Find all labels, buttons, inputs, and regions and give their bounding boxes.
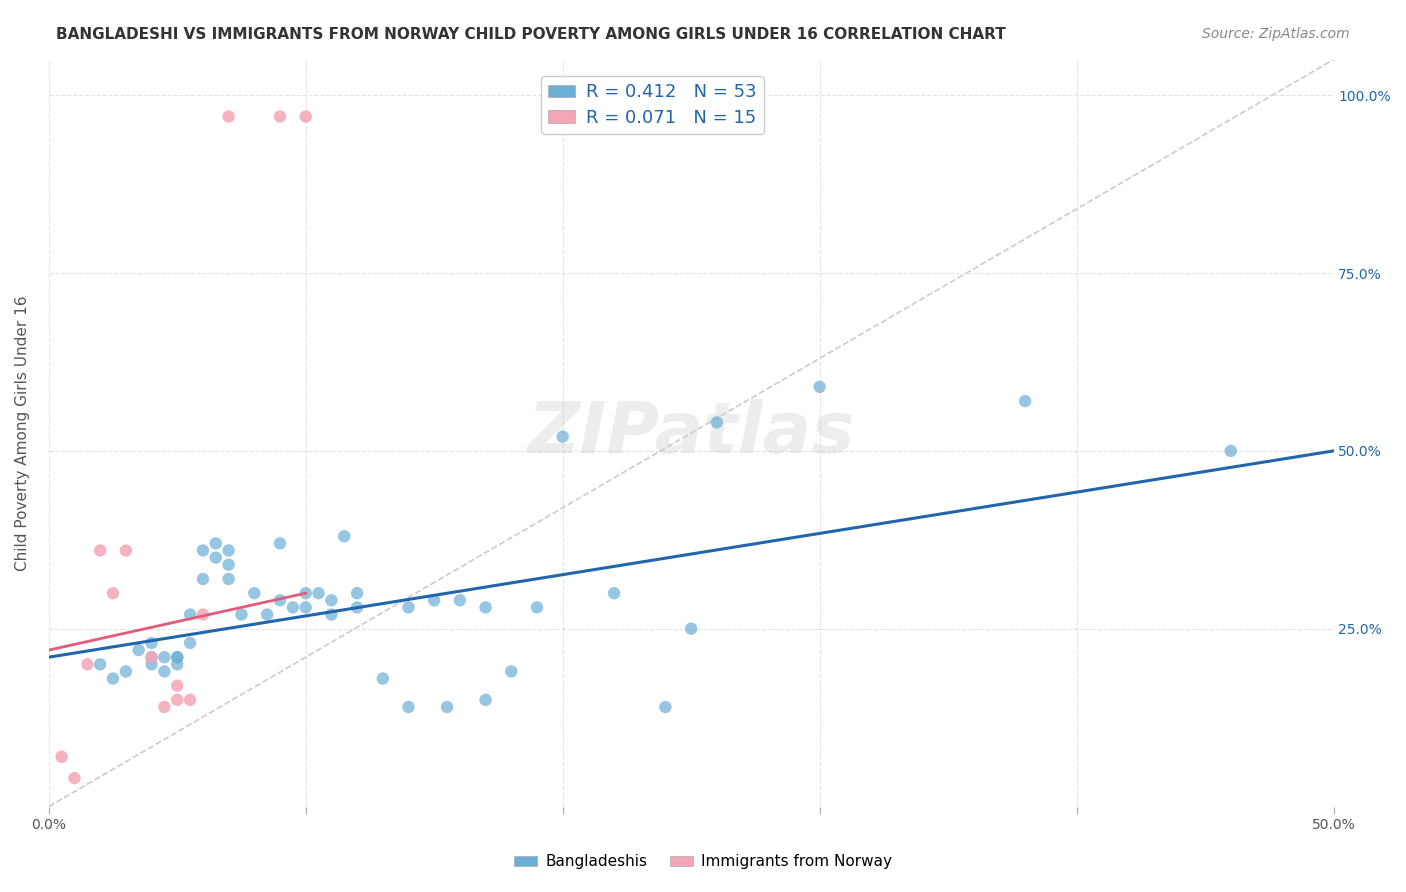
Point [141, 650, 163, 665]
Text: Source: ZipAtlas.com: Source: ZipAtlas.com [1202, 27, 1350, 41]
Point [204, 550, 226, 565]
Point [474, 693, 496, 707]
Point [681, 622, 703, 636]
Point [166, 650, 188, 665]
Point [153, 665, 176, 679]
Point [654, 700, 676, 714]
Text: ZIPatlas: ZIPatlas [527, 399, 855, 467]
Point [204, 536, 226, 550]
Point [141, 636, 163, 650]
Point [474, 600, 496, 615]
Text: BANGLADESHI VS IMMIGRANTS FROM NORWAY CHILD POVERTY AMONG GIRLS UNDER 16 CORRELA: BANGLADESHI VS IMMIGRANTS FROM NORWAY CH… [56, 27, 1005, 42]
Point [526, 600, 548, 615]
Point [436, 700, 458, 714]
Point [1219, 443, 1241, 458]
Point [231, 607, 253, 622]
Point [166, 693, 188, 707]
Point [423, 593, 446, 607]
Point [308, 586, 330, 600]
Legend: R = 0.412   N = 53, R = 0.071   N = 15: R = 0.412 N = 53, R = 0.071 N = 15 [541, 76, 763, 134]
Point [294, 600, 316, 615]
Point [114, 543, 136, 558]
Point [141, 650, 163, 665]
Point [1014, 394, 1036, 409]
Point [153, 650, 176, 665]
Point [166, 679, 188, 693]
Point [269, 110, 291, 124]
Point [166, 650, 188, 665]
Point [218, 558, 240, 572]
Point [218, 543, 240, 558]
Point [706, 416, 728, 430]
Point [603, 586, 626, 600]
Point [281, 600, 304, 615]
Point [551, 430, 574, 444]
Point [179, 607, 201, 622]
Point [179, 636, 201, 650]
Point [218, 572, 240, 586]
Point [294, 586, 316, 600]
Point [501, 665, 523, 679]
Point [63, 771, 86, 785]
Point [101, 586, 124, 600]
Point [371, 672, 394, 686]
Point [808, 380, 831, 394]
Point [51, 749, 73, 764]
Point [128, 643, 150, 657]
Point [398, 600, 420, 615]
Point [321, 593, 343, 607]
Legend: Bangladeshis, Immigrants from Norway: Bangladeshis, Immigrants from Norway [509, 848, 897, 875]
Point [101, 672, 124, 686]
Point [243, 586, 266, 600]
Point [321, 607, 343, 622]
Point [398, 700, 420, 714]
Point [269, 536, 291, 550]
Y-axis label: Child Poverty Among Girls Under 16: Child Poverty Among Girls Under 16 [15, 295, 30, 571]
Point [333, 529, 356, 543]
Point [89, 657, 111, 672]
Point [218, 110, 240, 124]
Point [256, 607, 278, 622]
Point [141, 657, 163, 672]
Point [114, 665, 136, 679]
Point [191, 543, 214, 558]
Point [76, 657, 98, 672]
Point [346, 586, 368, 600]
Point [153, 700, 176, 714]
Point [449, 593, 471, 607]
Point [346, 600, 368, 615]
Point [179, 693, 201, 707]
Point [191, 607, 214, 622]
Point [89, 543, 111, 558]
Point [294, 110, 316, 124]
Point [191, 572, 214, 586]
Point [269, 593, 291, 607]
Point [166, 657, 188, 672]
